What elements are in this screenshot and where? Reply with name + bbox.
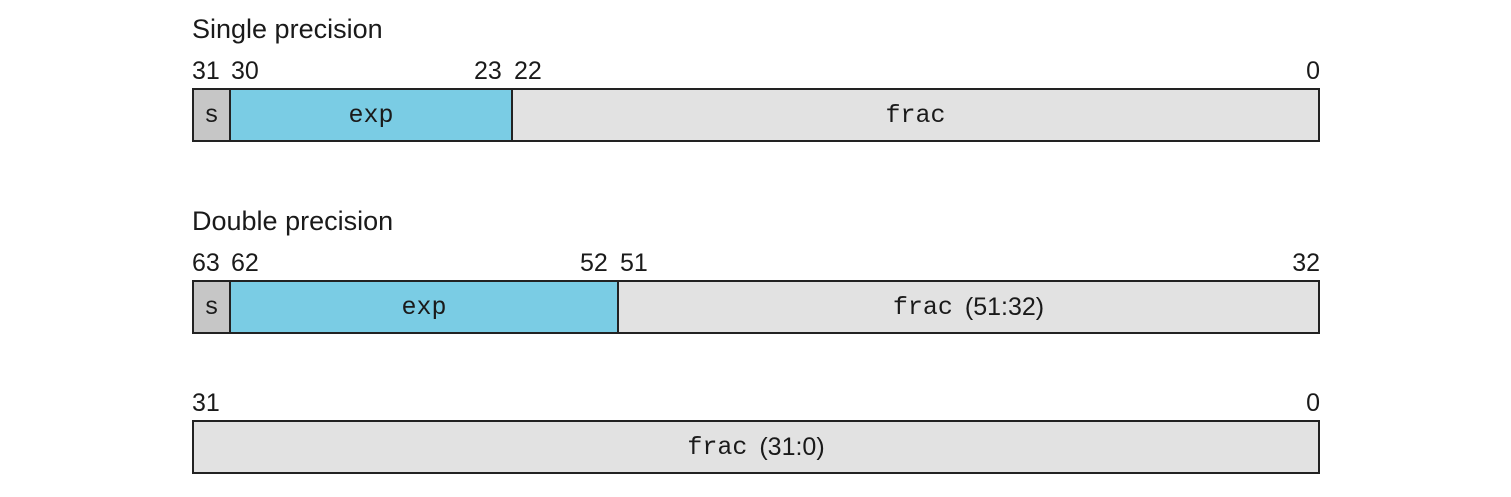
exponent-field: exp bbox=[229, 282, 617, 332]
single-precision-bitfield: s exp frac bbox=[192, 88, 1320, 142]
sign-field: s bbox=[194, 90, 229, 140]
exponent-field: exp bbox=[229, 90, 511, 140]
bit-label-51: 51 bbox=[620, 249, 648, 277]
bit-label-30: 30 bbox=[231, 57, 259, 85]
fraction-low-field: frac (31:0) bbox=[194, 422, 1318, 472]
bit-label-63: 63 bbox=[192, 249, 220, 277]
bit-label-32: 32 bbox=[1292, 249, 1320, 277]
bit-label-62: 62 bbox=[231, 249, 259, 277]
bit-label-0: 0 bbox=[1306, 57, 1320, 85]
fraction-high-field: frac (51:32) bbox=[617, 282, 1318, 332]
sign-field: s bbox=[194, 282, 229, 332]
double-precision-title: Double precision bbox=[192, 206, 394, 236]
bit-label-31: 31 bbox=[192, 57, 220, 85]
fraction-range: (31:0) bbox=[759, 432, 825, 461]
bit-label-23: 23 bbox=[474, 57, 502, 85]
fraction-label: frac bbox=[687, 432, 748, 462]
bit-label-0-low: 0 bbox=[1306, 389, 1320, 417]
bit-label-52: 52 bbox=[580, 249, 608, 277]
fraction-label: frac bbox=[892, 292, 953, 322]
single-precision-title: Single precision bbox=[192, 14, 383, 44]
bit-label-22: 22 bbox=[514, 57, 542, 85]
double-precision-low-bitfield: frac (31:0) bbox=[192, 420, 1320, 474]
bit-label-31-low: 31 bbox=[192, 389, 220, 417]
fraction-range: (51:32) bbox=[964, 292, 1045, 321]
double-precision-high-bitfield: s exp frac (51:32) bbox=[192, 280, 1320, 334]
fraction-field: frac bbox=[511, 90, 1318, 140]
